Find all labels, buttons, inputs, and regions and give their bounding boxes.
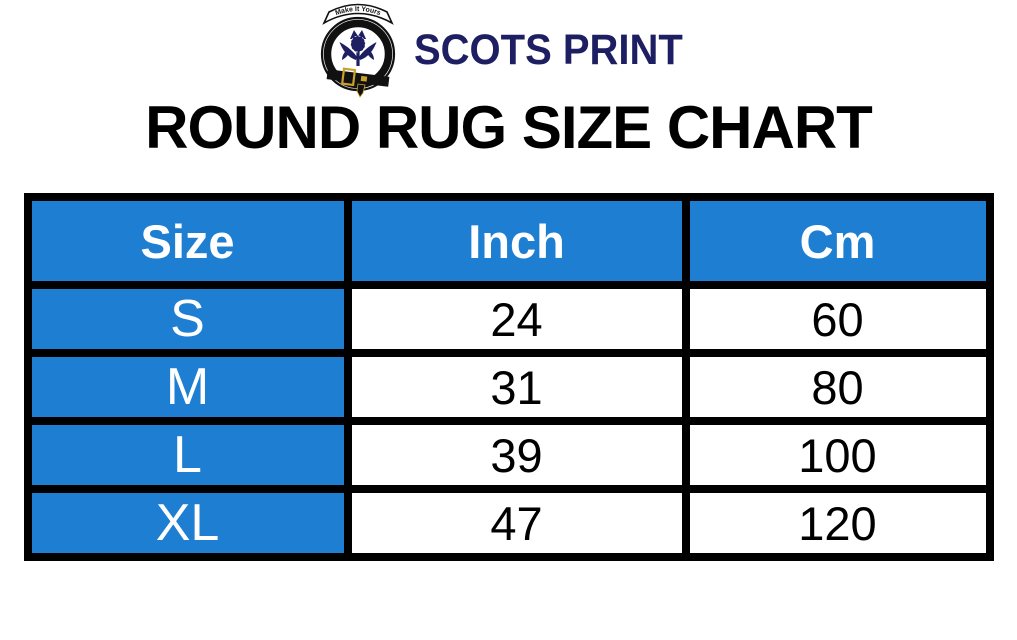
size-cell: L [23,417,352,493]
cm-cell: 60 [681,281,994,357]
inch-cell: 47 [343,485,690,561]
brand-name: SCOTS PRINT [413,25,683,74]
size-cell: M [23,349,352,425]
size-cell: XL [23,485,352,561]
page-title: ROUND RUG SIZE CHART [145,94,873,161]
table-row: S 24 60 [23,281,994,357]
inch-cell: 24 [343,281,690,357]
table-row: XL 47 120 [23,485,994,561]
table-row: L 39 100 [23,417,994,493]
svg-text:Make It Yours: Make It Yours [334,6,381,17]
inch-cell: 39 [343,417,690,493]
size-chart-table: Size Inch Cm S 24 60 M 31 80 L 39 100 [23,193,994,561]
column-header-cm: Cm [681,193,994,289]
header-row: Size Inch Cm [23,193,994,289]
column-header-inch: Inch [343,193,690,289]
scots-print-crest-logo: Make It Yours [320,3,396,98]
banner-text: Make It Yours [334,6,381,17]
cm-cell: 100 [681,417,994,493]
size-cell: S [23,281,352,357]
belt-buckle [326,67,390,87]
column-header-size: Size [23,193,352,289]
page: Make It Yours [0,0,1017,561]
inch-cell: 31 [343,349,690,425]
thistle-icon [339,30,377,66]
cm-cell: 80 [681,349,994,425]
brand-header: Make It Yours [0,0,1017,98]
table-row: M 31 80 [23,349,994,425]
cm-cell: 120 [681,485,994,561]
